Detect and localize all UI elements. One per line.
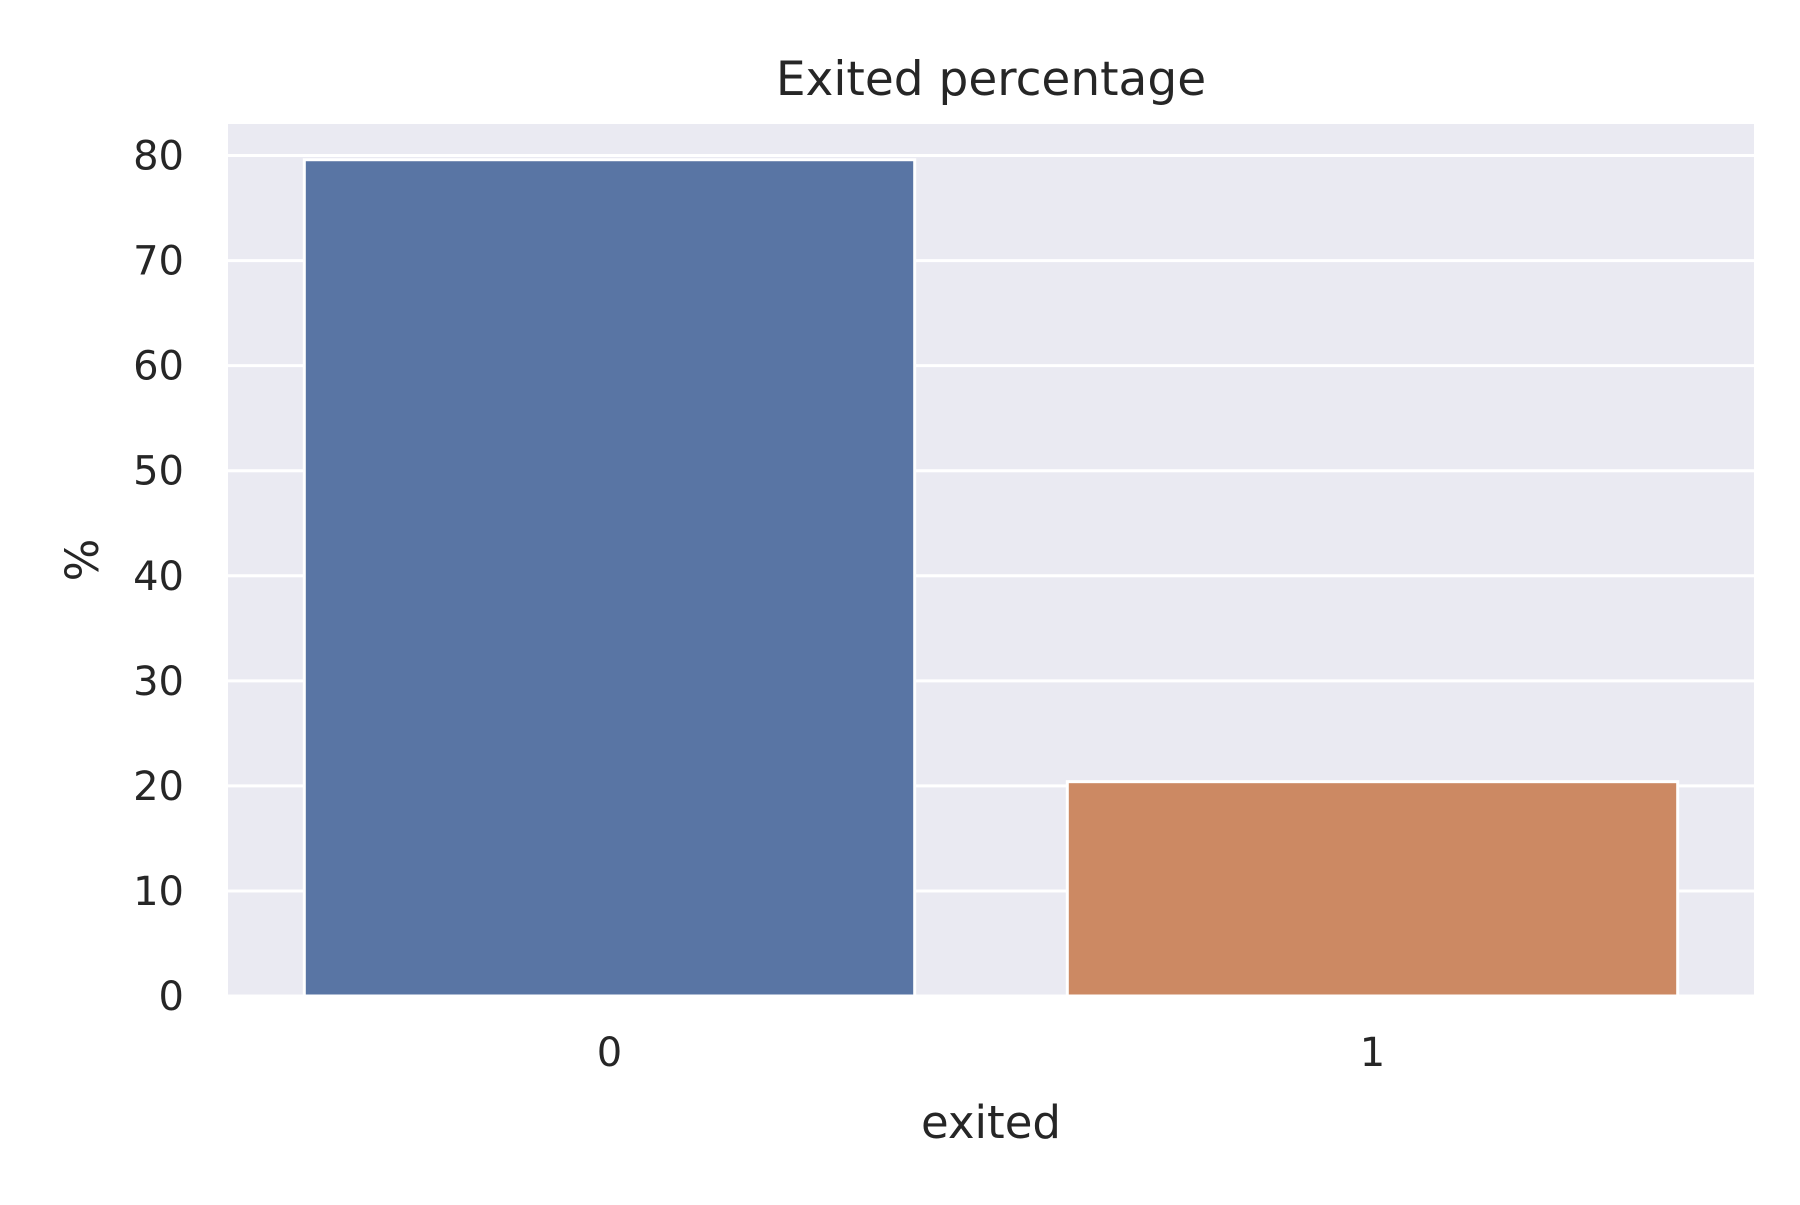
bars xyxy=(302,158,1680,998)
chart-title: Exited percentage xyxy=(776,52,1206,107)
y-tick-label: 70 xyxy=(133,239,184,285)
y-tick-label: 10 xyxy=(133,869,184,915)
x-axis-label: exited xyxy=(921,1096,1061,1149)
y-tick-label: 80 xyxy=(133,134,184,180)
y-tick-labels: 0 10 20 30 40 50 60 70 80 xyxy=(133,134,184,1020)
x-tick-label: 0 xyxy=(597,1030,622,1076)
y-tick-label: 40 xyxy=(133,554,184,600)
y-tick-label: 60 xyxy=(133,344,184,390)
y-axis-label: % xyxy=(56,539,109,582)
y-tick-label: 50 xyxy=(133,449,184,495)
bar-1 xyxy=(1065,780,1680,998)
y-tick-label: 0 xyxy=(159,974,184,1020)
bar-0 xyxy=(302,158,917,998)
y-tick-label: 20 xyxy=(133,764,184,810)
x-tick-label: 1 xyxy=(1360,1030,1385,1076)
y-tick-label: 30 xyxy=(133,659,184,705)
